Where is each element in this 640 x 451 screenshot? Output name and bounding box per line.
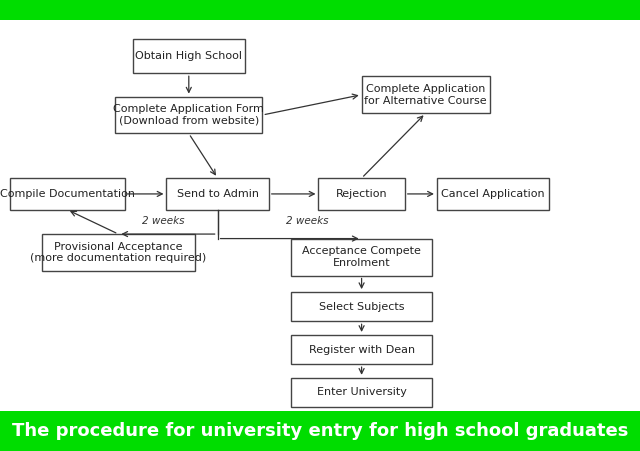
Bar — [0, 411, 640, 451]
Text: Complete Application
for Alternative Course: Complete Application for Alternative Cou… — [364, 84, 487, 106]
Text: The procedure for university entry for high school graduates: The procedure for university entry for h… — [12, 422, 628, 440]
Text: Register with Dean: Register with Dean — [308, 345, 415, 354]
Text: Compile Documentation: Compile Documentation — [0, 189, 134, 199]
Text: Complete Application Form
(Download from website): Complete Application Form (Download from… — [113, 104, 264, 126]
Text: Acceptance Compete
Enrolment: Acceptance Compete Enrolment — [302, 246, 421, 268]
FancyBboxPatch shape — [291, 335, 432, 364]
FancyBboxPatch shape — [42, 234, 195, 271]
FancyBboxPatch shape — [319, 178, 404, 210]
FancyBboxPatch shape — [115, 97, 262, 133]
FancyBboxPatch shape — [291, 239, 432, 276]
FancyBboxPatch shape — [362, 76, 490, 113]
FancyBboxPatch shape — [166, 178, 269, 210]
Text: Cancel Application: Cancel Application — [441, 189, 545, 199]
Text: 2 weeks: 2 weeks — [142, 216, 184, 226]
Text: 2 weeks: 2 weeks — [286, 216, 328, 226]
FancyBboxPatch shape — [133, 40, 244, 73]
Text: Obtain High School: Obtain High School — [135, 51, 243, 61]
FancyBboxPatch shape — [291, 378, 432, 407]
Text: Rejection: Rejection — [336, 189, 387, 199]
Text: Enter University: Enter University — [317, 387, 406, 397]
Text: Select Subjects: Select Subjects — [319, 302, 404, 312]
Bar — [0, 0, 640, 20]
FancyBboxPatch shape — [291, 292, 432, 321]
FancyBboxPatch shape — [10, 178, 125, 210]
Text: Send to Admin: Send to Admin — [177, 189, 259, 199]
FancyBboxPatch shape — [437, 178, 548, 210]
Text: Provisional Acceptance
(more documentation required): Provisional Acceptance (more documentati… — [30, 242, 207, 263]
